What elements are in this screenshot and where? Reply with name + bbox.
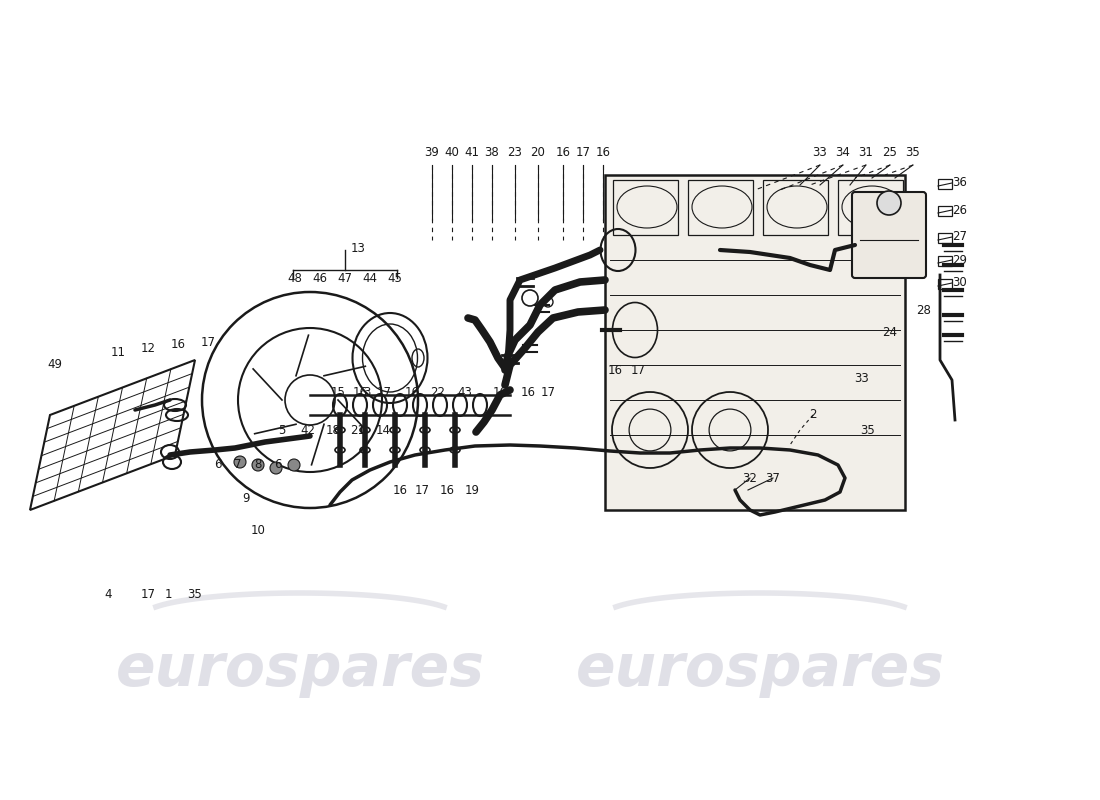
Text: 30: 30 xyxy=(953,277,967,290)
Text: 32: 32 xyxy=(742,471,758,485)
Text: 49: 49 xyxy=(47,358,63,371)
Text: 27: 27 xyxy=(953,230,968,243)
Text: 41: 41 xyxy=(464,146,480,158)
Text: 16: 16 xyxy=(520,386,536,399)
Text: 12: 12 xyxy=(141,342,155,354)
Bar xyxy=(938,206,952,216)
Bar xyxy=(838,180,903,235)
Text: 16: 16 xyxy=(405,386,419,399)
Text: 3: 3 xyxy=(363,386,371,399)
Text: 16: 16 xyxy=(440,483,454,497)
Text: 39: 39 xyxy=(425,146,439,158)
Text: eurospares: eurospares xyxy=(116,642,484,698)
Bar xyxy=(688,180,754,235)
Text: eurospares: eurospares xyxy=(575,642,945,698)
Bar xyxy=(763,180,828,235)
Text: 11: 11 xyxy=(110,346,125,359)
Text: 16: 16 xyxy=(595,146,610,158)
Text: 17: 17 xyxy=(575,146,591,158)
Text: 18: 18 xyxy=(326,423,340,437)
Bar xyxy=(938,233,952,243)
Text: 42: 42 xyxy=(300,423,316,437)
Text: 17: 17 xyxy=(540,386,556,399)
Text: 17: 17 xyxy=(141,589,155,602)
Circle shape xyxy=(288,459,300,471)
Text: 21: 21 xyxy=(351,423,365,437)
Text: 45: 45 xyxy=(387,271,403,285)
Text: 47: 47 xyxy=(338,271,352,285)
Text: 38: 38 xyxy=(485,146,499,158)
Text: 23: 23 xyxy=(507,146,522,158)
FancyBboxPatch shape xyxy=(852,192,926,278)
Text: 31: 31 xyxy=(859,146,873,158)
Text: 16: 16 xyxy=(607,363,623,377)
Text: 35: 35 xyxy=(905,146,921,158)
Text: 16: 16 xyxy=(556,146,571,158)
Bar xyxy=(938,179,952,189)
Text: 16: 16 xyxy=(352,386,367,399)
Text: 37: 37 xyxy=(766,471,780,485)
Text: 17: 17 xyxy=(376,386,392,399)
Text: 6: 6 xyxy=(274,458,282,471)
Text: 16: 16 xyxy=(493,386,507,399)
Text: 36: 36 xyxy=(953,177,967,190)
Text: 19: 19 xyxy=(464,483,480,497)
Text: 14: 14 xyxy=(375,423,390,437)
Text: 33: 33 xyxy=(855,371,869,385)
Text: 8: 8 xyxy=(254,458,262,471)
Bar xyxy=(938,256,952,266)
Text: 10: 10 xyxy=(251,523,265,537)
Text: 28: 28 xyxy=(916,303,932,317)
Circle shape xyxy=(877,191,901,215)
Text: 16: 16 xyxy=(170,338,186,351)
Circle shape xyxy=(270,462,282,474)
Text: 34: 34 xyxy=(836,146,850,158)
Text: 48: 48 xyxy=(287,271,303,285)
Bar xyxy=(613,180,678,235)
Text: 22: 22 xyxy=(430,386,446,399)
Text: 2: 2 xyxy=(810,409,816,422)
Text: 17: 17 xyxy=(630,363,646,377)
Text: 20: 20 xyxy=(530,146,546,158)
Bar xyxy=(605,175,905,510)
Text: 4: 4 xyxy=(104,589,112,602)
Text: 16: 16 xyxy=(393,483,407,497)
Text: 1: 1 xyxy=(164,589,172,602)
Circle shape xyxy=(234,456,246,468)
Text: 43: 43 xyxy=(458,386,472,399)
Bar xyxy=(938,279,952,289)
Text: 5: 5 xyxy=(278,423,286,437)
Text: 6: 6 xyxy=(214,458,222,471)
Text: 17: 17 xyxy=(200,337,216,350)
Text: 35: 35 xyxy=(860,423,876,437)
Text: 7: 7 xyxy=(234,458,242,471)
Circle shape xyxy=(252,459,264,471)
Text: 40: 40 xyxy=(444,146,460,158)
Text: 24: 24 xyxy=(882,326,898,339)
Text: 44: 44 xyxy=(363,271,377,285)
Text: 9: 9 xyxy=(242,491,250,505)
Text: 29: 29 xyxy=(953,254,968,266)
Text: 26: 26 xyxy=(953,203,968,217)
Text: 13: 13 xyxy=(351,242,365,254)
Text: 17: 17 xyxy=(415,483,429,497)
Text: 25: 25 xyxy=(882,146,898,158)
Text: 15: 15 xyxy=(331,386,345,399)
Text: 46: 46 xyxy=(312,271,328,285)
Text: 35: 35 xyxy=(188,589,202,602)
Text: 33: 33 xyxy=(813,146,827,158)
